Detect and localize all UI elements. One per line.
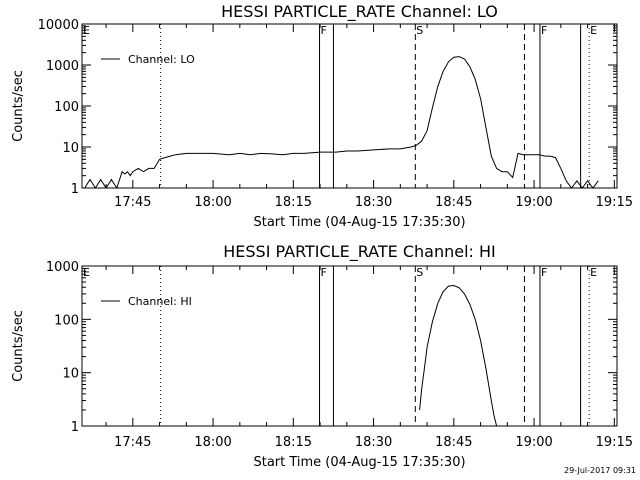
x-tick-label: 19:15 [596, 195, 633, 210]
y-axis-label: Counts/sec [11, 310, 26, 382]
x-tick-label: 17:45 [114, 195, 151, 210]
y-tick-label: 1 [71, 182, 79, 197]
x-tick-label: 18:30 [355, 195, 392, 210]
x-tick-label: 18:00 [194, 435, 231, 450]
event-marker-label: F [321, 24, 327, 37]
x-tick-label: 18:45 [435, 435, 472, 450]
x-tick-label: 18:15 [275, 435, 312, 450]
series-line [84, 56, 599, 190]
event-marker-label: E [83, 266, 90, 279]
plot-frame [81, 23, 618, 189]
series-line [419, 284, 498, 427]
event-marker-label: F [541, 266, 547, 279]
event-marker-label: E [83, 24, 90, 37]
x-axis-label: Start Time (04-Aug-15 17:35:30) [253, 215, 465, 230]
y-tick-label: 10000 [38, 18, 79, 33]
y-tick-label: 1000 [46, 59, 79, 74]
footer-timestamp: 29-Jul-2017 09:31 [564, 466, 636, 475]
y-axis-label: Counts/sec [11, 70, 26, 142]
y-tick-label: 1 [71, 420, 79, 435]
chart-title: HESSI PARTICLE_RATE Channel: HI [223, 242, 496, 262]
x-axis-label: Start Time (04-Aug-15 17:35:30) [253, 455, 465, 470]
x-tick-label: 18:00 [194, 195, 231, 210]
y-tick-label: 100 [54, 100, 79, 115]
y-tick-label: 10 [62, 141, 79, 156]
y-tick-label: 100 [54, 313, 79, 328]
plot-frame [81, 265, 618, 427]
event-marker-label: F [541, 24, 547, 37]
event-marker-label: E [590, 24, 597, 37]
x-tick-label: 19:00 [515, 195, 552, 210]
event-marker-label: S [416, 24, 423, 37]
legend-label: Channel: LO [128, 53, 195, 66]
chart-title: HESSI PARTICLE_RATE Channel: LO [221, 2, 498, 22]
x-tick-label: 18:45 [435, 195, 472, 210]
x-tick-label: 19:15 [596, 435, 633, 450]
x-tick-label: 17:45 [114, 435, 151, 450]
x-tick-label: 18:15 [275, 195, 312, 210]
event-marker-label: E [590, 266, 597, 279]
y-tick-label: 1000 [46, 260, 79, 275]
chart-panel-hi: HESSI PARTICLE_RATE Channel: HI Counts/se… [11, 242, 633, 470]
event-marker-label: F [321, 266, 327, 279]
legend-label: Channel: HI [128, 295, 192, 308]
x-tick-label: 19:00 [515, 435, 552, 450]
x-tick-label: 18:30 [355, 435, 392, 450]
chart-panel-lo: HESSI PARTICLE_RATE Channel: LO Counts/se… [11, 2, 633, 230]
y-tick-label: 10 [62, 367, 79, 382]
event-marker-label: S [416, 266, 423, 279]
